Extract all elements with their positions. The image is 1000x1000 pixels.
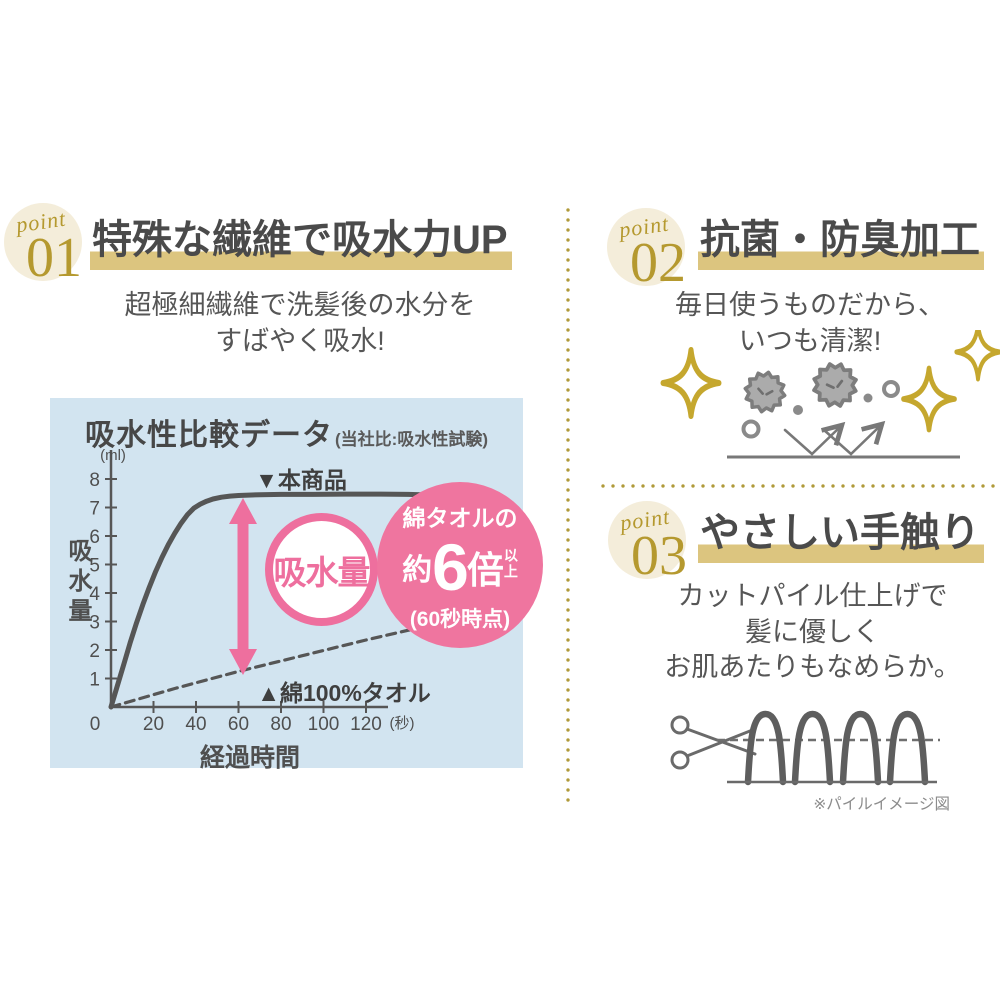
ratio-main: 約 6 倍 以上 — [402, 530, 519, 604]
svg-text:2: 2 — [89, 641, 100, 662]
ratio-note: (60秒時点) — [409, 608, 511, 631]
series-label-product: ▼本商品 — [255, 467, 347, 493]
series-label-cotton: ▲綿100%タオル — [257, 680, 431, 706]
point-3-title-highlight: やさしい手触り — [698, 511, 984, 563]
ratio-about: 約 — [402, 554, 433, 587]
point-3-body-line-2: 髪に優しく — [745, 616, 880, 647]
point-3-title: やさしい手触り — [698, 509, 984, 563]
svg-text:4: 4 — [89, 584, 100, 605]
svg-text:8: 8 — [89, 470, 100, 491]
chart-title-note: (当社比:吸水性試験) — [335, 430, 488, 449]
germ-icon-left — [740, 367, 790, 417]
bounce-arrow-icon-2 — [822, 420, 886, 456]
y-tick-marks — [105, 478, 117, 680]
svg-text:20: 20 — [143, 714, 164, 735]
horizontal-dotted-divider — [598, 484, 1000, 488]
series-line-cotton — [109, 625, 423, 709]
absorption-gap-arrow-icon — [229, 498, 257, 675]
svg-text:5: 5 — [89, 556, 100, 577]
ratio-unit: 倍 — [466, 550, 504, 591]
point-2-body: 毎日使うものだから、 いつも清潔! — [615, 288, 1000, 359]
point-1-title: 特殊な繊維で吸水力UP — [90, 216, 512, 270]
svg-text:40: 40 — [185, 714, 206, 735]
sparkle-icon-left — [663, 350, 719, 416]
sparkle-icon-right-small — [956, 330, 999, 379]
svg-text:3: 3 — [89, 613, 100, 634]
svg-text:6: 6 — [89, 527, 100, 548]
y-axis-label: 吸水量 — [64, 538, 91, 628]
point-1-badge-circle — [4, 203, 82, 281]
point-3-badge-number: 03 — [631, 525, 687, 587]
pile-loops — [744, 710, 929, 786]
point-3-badge-circle — [608, 501, 686, 579]
svg-text:60: 60 — [228, 714, 249, 735]
chart-title: 吸水性比較データ (当社比:吸水性試験) — [50, 410, 523, 454]
point-1-title-highlight: 特殊な繊維で吸水力UP — [90, 218, 512, 270]
chart-title-main: 吸水性比較データ — [85, 419, 333, 452]
germ-icon-right — [806, 356, 864, 414]
antibacterial-graphic — [640, 330, 1000, 459]
x-unit-label: (秒) — [390, 715, 415, 732]
ratio-suffix: 以上 — [502, 548, 519, 580]
point-3-body: カットパイル仕上げで 髪に優しく お肌あたりもなめらか。 — [600, 579, 1000, 686]
svg-text:100: 100 — [308, 714, 340, 735]
point-1-body-line-1: 超極細繊維で洗髪後の水分を — [124, 290, 476, 320]
point-2-badge-number: 02 — [630, 232, 686, 294]
pile-graphic — [670, 710, 940, 786]
vertical-dotted-divider — [566, 205, 570, 803]
x-tick-marks — [152, 701, 367, 713]
germ-dot-small-2 — [863, 393, 873, 403]
point-2-body-line-1: 毎日使うものだから、 — [675, 290, 945, 320]
chart-axes — [109, 450, 388, 709]
point-2-badge-circle — [607, 208, 685, 286]
series-line-product — [108, 491, 433, 710]
pile-caption: ※パイルイメージ図 — [813, 796, 950, 813]
absorbency-chart: 8 7 6 5 4 3 2 1 0 20 40 60 80 100 120 (m… — [50, 398, 543, 772]
svg-text:1: 1 — [89, 670, 100, 691]
point-2-body-line-2: いつも清潔! — [738, 325, 882, 356]
gap-label-circle: 吸水量 — [265, 513, 378, 626]
point-3-body-line-1: カットパイル仕上げで — [677, 581, 948, 611]
scissors-icon — [670, 715, 757, 770]
point-2-title: 抗菌・防臭加工 — [698, 216, 984, 270]
germ-ring-dot-left — [741, 419, 761, 439]
svg-text:7: 7 — [89, 499, 100, 520]
chart-plot: 8 7 6 5 4 3 2 1 0 20 40 60 80 100 120 (m… — [89, 447, 433, 735]
chart-series — [108, 491, 433, 710]
point-3-body-line-3: お肌あたりもなめらか。 — [664, 652, 961, 683]
point-1-body-line-2: すばやく吸水! — [215, 325, 385, 356]
svg-text:120: 120 — [350, 714, 382, 735]
ratio-value: 6 — [432, 530, 469, 604]
x-tick-labels: 0 20 40 60 80 100 120 — [90, 714, 382, 735]
y-tick-labels: 8 7 6 5 4 3 2 1 — [89, 470, 100, 691]
y-unit-label: (ml) — [100, 447, 126, 464]
point-2-title-highlight: 抗菌・防臭加工 — [698, 218, 984, 270]
bounce-arrow-icon-1 — [783, 421, 846, 456]
point-1-badge-number: 01 — [26, 227, 82, 289]
point-1-body: 超極細繊維で洗髪後の水分を すばやく吸水! — [55, 288, 545, 359]
ratio-prefix: 綿タオルの — [402, 505, 518, 531]
x-axis-label: 経過時間 — [199, 744, 300, 772]
ratio-circle: 綿タオルの 約 6 倍 以上 (60秒時点) — [377, 482, 543, 648]
germ-ring-dot-right — [882, 380, 900, 398]
germ-dot-small — [793, 405, 803, 415]
svg-text:0: 0 — [90, 714, 101, 735]
svg-text:80: 80 — [270, 714, 291, 735]
gap-label-text: 吸水量 — [273, 553, 371, 591]
sparkle-icon-right-big — [904, 368, 955, 429]
